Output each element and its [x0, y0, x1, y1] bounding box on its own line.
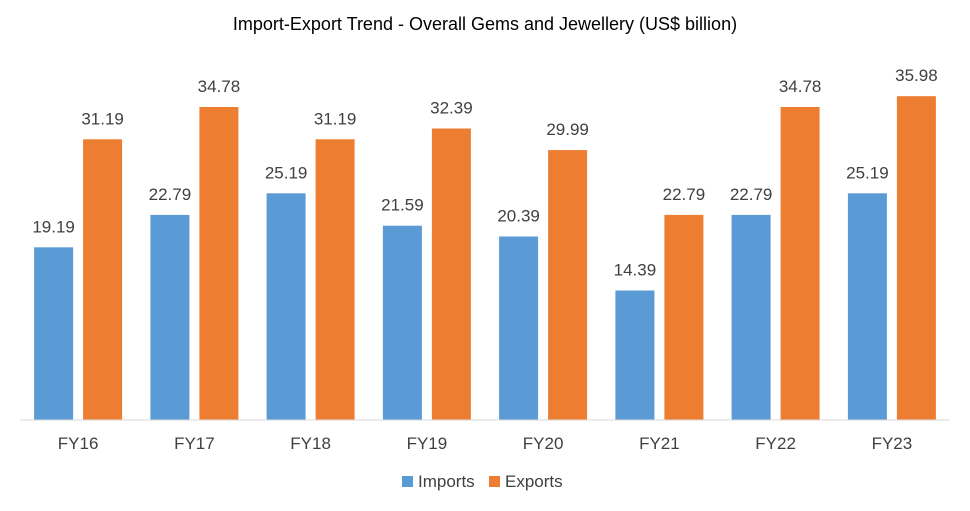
legend: Imports Exports [402, 472, 563, 491]
bar-exports-fy21 [664, 214, 704, 420]
data-label-imports-fy23: 25.19 [846, 163, 889, 182]
bar-imports-fy20 [499, 236, 539, 420]
data-label-exports-fy18: 31.19 [314, 109, 357, 128]
legend-swatch-exports [489, 476, 500, 487]
x-tick-label-fy18: FY18 [290, 434, 331, 453]
bar-imports-fy18 [266, 193, 306, 420]
bars-layer [34, 96, 936, 421]
x-tick-label-fy22: FY22 [755, 434, 796, 453]
data-label-exports-fy23: 35.98 [895, 66, 938, 85]
data-label-exports-fy21: 22.79 [663, 185, 706, 204]
data-label-imports-fy21: 14.39 [614, 261, 657, 280]
bar-exports-fy19 [431, 128, 471, 420]
data-label-exports-fy22: 34.78 [779, 77, 822, 96]
x-tick-labels: FY16 FY17 FY18 FY19 FY20 FY21 FY22 FY23 [58, 434, 912, 453]
data-label-exports-fy20: 29.99 [546, 120, 589, 139]
data-label-imports-fy18: 25.19 [265, 163, 308, 182]
bar-imports-fy22 [731, 214, 771, 420]
x-tick-label-fy16: FY16 [58, 434, 99, 453]
bar-exports-fy20 [548, 150, 588, 420]
bar-imports-fy16 [34, 247, 74, 420]
chart-title: Import-Export Trend - Overall Gems and J… [233, 14, 737, 34]
x-tick-label-fy23: FY23 [872, 434, 913, 453]
data-label-imports-fy17: 22.79 [149, 185, 192, 204]
data-label-exports-fy16: 31.19 [81, 109, 124, 128]
data-label-exports-fy19: 32.39 [430, 99, 473, 118]
data-label-exports-fy17: 34.78 [198, 77, 241, 96]
bar-exports-fy23 [896, 96, 936, 420]
data-labels-layer: 19.19 31.19 22.79 34.78 25.19 31.19 21.59 32.39… [32, 66, 937, 279]
bar-imports-fy17 [150, 214, 190, 420]
bar-imports-fy19 [382, 225, 422, 420]
data-label-imports-fy22: 22.79 [730, 185, 773, 204]
bar-exports-fy22 [780, 107, 820, 420]
legend-swatch-imports [402, 476, 413, 487]
bar-exports-fy17 [199, 107, 239, 420]
data-label-imports-fy19: 21.59 [381, 196, 424, 215]
x-tick-label-fy20: FY20 [523, 434, 564, 453]
legend-label-imports: Imports [418, 472, 475, 491]
bar-exports-fy16 [83, 139, 123, 421]
legend-label-exports: Exports [505, 472, 563, 491]
x-tick-label-fy17: FY17 [174, 434, 215, 453]
bar-imports-fy23 [847, 193, 887, 420]
x-tick-label-fy19: FY19 [407, 434, 448, 453]
bar-imports-fy21 [615, 290, 655, 420]
data-label-imports-fy20: 20.39 [497, 207, 540, 226]
x-tick-label-fy21: FY21 [639, 434, 680, 453]
data-label-imports-fy16: 19.19 [32, 217, 75, 236]
bar-exports-fy18 [315, 139, 355, 421]
